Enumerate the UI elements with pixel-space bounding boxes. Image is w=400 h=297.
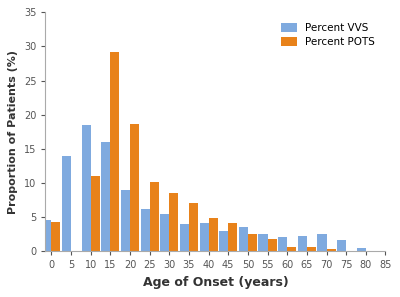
Bar xyxy=(200,223,208,251)
Bar xyxy=(140,209,150,251)
Bar xyxy=(326,249,336,251)
Bar xyxy=(268,239,276,251)
Bar xyxy=(357,248,366,251)
Bar xyxy=(239,227,248,251)
Bar xyxy=(258,234,268,251)
Bar xyxy=(150,181,159,251)
Bar xyxy=(62,156,71,251)
Bar xyxy=(318,234,326,251)
Bar xyxy=(189,203,198,251)
Bar xyxy=(228,223,237,251)
Bar xyxy=(208,218,218,251)
Y-axis label: Proportion of Patients (%): Proportion of Patients (%) xyxy=(8,50,18,214)
Bar xyxy=(160,214,169,251)
Bar xyxy=(91,176,100,251)
Bar xyxy=(219,230,228,251)
Bar xyxy=(298,236,307,251)
Legend: Percent VVS, Percent POTS: Percent VVS, Percent POTS xyxy=(276,18,380,53)
Bar xyxy=(82,125,91,251)
Bar xyxy=(101,142,110,251)
X-axis label: Age of Onset (years): Age of Onset (years) xyxy=(142,276,288,289)
Bar xyxy=(130,124,139,251)
Bar xyxy=(42,220,51,251)
Bar xyxy=(110,52,119,251)
Bar xyxy=(337,240,346,251)
Bar xyxy=(51,222,60,251)
Bar xyxy=(180,224,189,251)
Bar xyxy=(307,247,316,251)
Bar xyxy=(287,247,296,251)
Bar xyxy=(248,234,257,251)
Bar xyxy=(169,193,178,251)
Bar xyxy=(121,190,130,251)
Bar xyxy=(278,237,287,251)
